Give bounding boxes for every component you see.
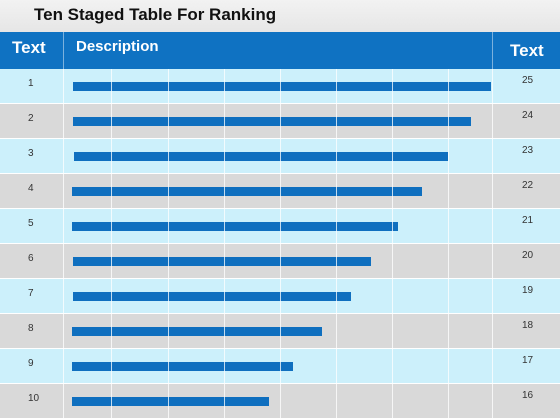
ranking-bar xyxy=(72,222,398,231)
row-rank-label: 10 xyxy=(28,393,40,404)
ranking-bar xyxy=(73,117,471,126)
row-value-label: 17 xyxy=(522,355,534,366)
ranking-bar xyxy=(72,362,293,371)
table-row: 5 21 xyxy=(0,209,560,244)
ranking-bar xyxy=(72,397,269,406)
row-value-label: 25 xyxy=(522,75,534,86)
row-value-label: 16 xyxy=(522,390,534,401)
row-rank-label: 6 xyxy=(28,253,34,264)
header-divider xyxy=(63,32,64,69)
ranking-bar xyxy=(72,187,422,196)
ranking-bar xyxy=(73,82,491,91)
ranking-bar xyxy=(72,327,322,336)
table-header: Text Description Text xyxy=(0,32,560,69)
ranking-bar xyxy=(74,152,448,161)
header-right-label: Text xyxy=(510,41,544,60)
title-bar: Ten Staged Table For Ranking xyxy=(0,0,560,32)
table-row: 1 25 xyxy=(0,69,560,104)
row-rank-label: 9 xyxy=(28,358,34,369)
row-rank-label: 5 xyxy=(28,218,34,229)
table-row: 4 22 xyxy=(0,174,560,209)
row-value-label: 21 xyxy=(522,215,534,226)
header-left-label: Text xyxy=(12,38,46,57)
table-row: 3 23 xyxy=(0,139,560,174)
table-row: 10 16 xyxy=(0,384,560,419)
row-value-label: 18 xyxy=(522,320,534,331)
row-value-label: 19 xyxy=(522,285,534,296)
row-rank-label: 1 xyxy=(28,78,34,89)
ranking-bar xyxy=(73,292,351,301)
table-row: 9 17 xyxy=(0,349,560,384)
table-row: 7 19 xyxy=(0,279,560,314)
header-description-label: Description xyxy=(76,38,159,55)
row-value-label: 22 xyxy=(522,180,534,191)
header-divider xyxy=(492,32,493,69)
table-row: 8 18 xyxy=(0,314,560,349)
row-rank-label: 7 xyxy=(28,288,34,299)
row-value-label: 24 xyxy=(522,110,534,121)
row-value-label: 23 xyxy=(522,145,534,156)
ranking-bar xyxy=(73,257,371,266)
row-rank-label: 8 xyxy=(28,323,34,334)
table-row: 2 24 xyxy=(0,104,560,139)
row-rank-label: 4 xyxy=(28,183,34,194)
ranking-table: 1 25 2 24 3 23 4 22 5 21 6 20 7 19 8 18 9 17 10 16 xyxy=(0,69,560,420)
row-rank-label: 2 xyxy=(28,113,34,124)
page-title: Ten Staged Table For Ranking xyxy=(34,5,277,24)
table-row: 6 20 xyxy=(0,244,560,279)
row-value-label: 20 xyxy=(522,250,534,261)
row-rank-label: 3 xyxy=(28,148,34,159)
